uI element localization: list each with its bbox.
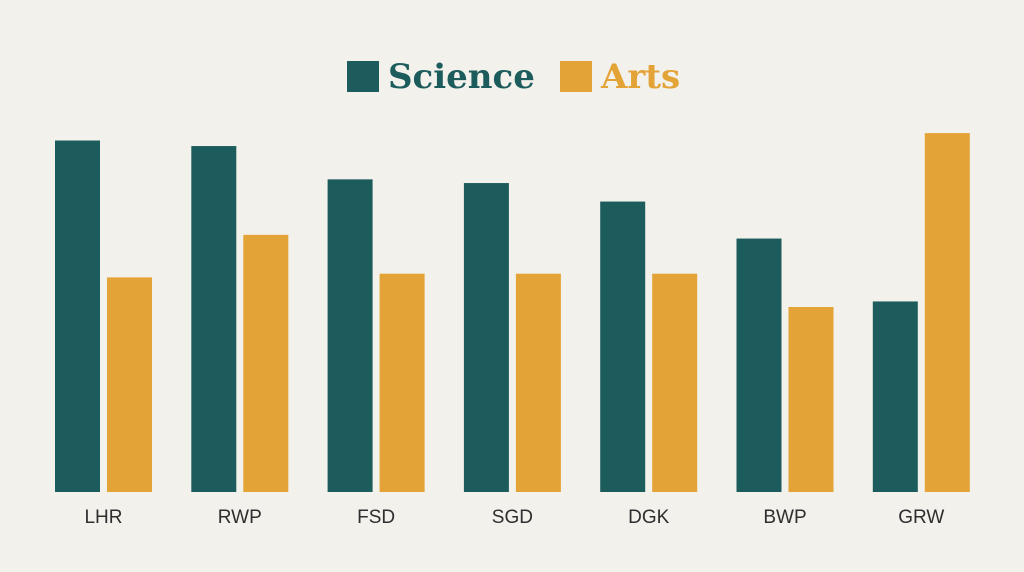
bar-arts-sgd bbox=[515, 273, 561, 492]
bar-science-dgk bbox=[600, 201, 646, 493]
bar-arts-bwp bbox=[788, 307, 834, 492]
legend-label-arts: Arts bbox=[600, 57, 680, 97]
bar-arts-rwp bbox=[243, 234, 289, 492]
bar-arts-fsd bbox=[379, 273, 425, 492]
bars bbox=[55, 133, 970, 493]
legend: Science Arts bbox=[347, 57, 680, 97]
legend-item-science: Science bbox=[347, 57, 535, 97]
bar-science-bwp bbox=[736, 238, 782, 492]
x-tick-label: FSD bbox=[357, 507, 395, 528]
bar-science-fsd bbox=[327, 179, 373, 492]
x-tick-label: DGK bbox=[628, 507, 670, 528]
x-tick-label: RWP bbox=[218, 507, 262, 528]
bar-arts-grw bbox=[924, 133, 970, 492]
legend-label-science: Science bbox=[388, 57, 535, 97]
bar-science-sgd bbox=[463, 183, 509, 493]
bar-science-lhr bbox=[55, 140, 100, 492]
bar-science-rwp bbox=[191, 146, 237, 493]
bar-science-grw bbox=[872, 301, 918, 492]
x-tick-label: GRW bbox=[898, 507, 944, 528]
bar-arts-lhr bbox=[107, 277, 152, 492]
x-tick-label: LHR bbox=[84, 507, 122, 528]
legend-swatch-arts bbox=[560, 61, 592, 92]
x-tick-label: SGD bbox=[492, 507, 533, 528]
legend-swatch-science bbox=[347, 61, 379, 92]
x-tick-label: BWP bbox=[763, 507, 806, 528]
x-axis-tick-labels: LHR RWP FSD SGD DGK BWP GRW bbox=[84, 507, 944, 528]
legend-item-arts: Arts bbox=[560, 57, 680, 97]
bar-arts-dgk bbox=[652, 273, 698, 492]
